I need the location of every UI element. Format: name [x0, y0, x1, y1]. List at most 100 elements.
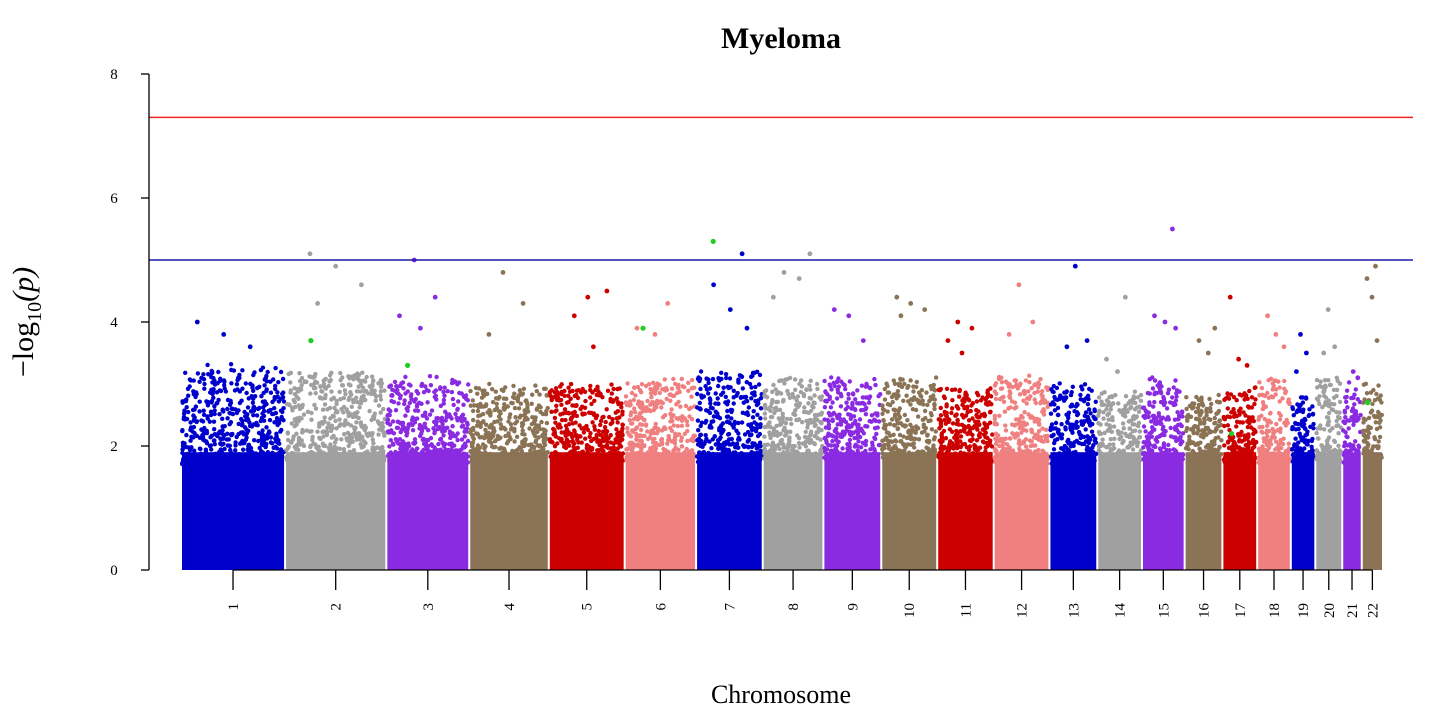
snp-point: [268, 379, 273, 384]
snp-point: [225, 443, 230, 448]
snp-point: [1044, 454, 1050, 459]
snp-point: [340, 459, 346, 465]
snp-point: [358, 389, 363, 394]
snp-point: [613, 410, 618, 415]
snp-point: [321, 434, 326, 439]
snp-point: [602, 425, 608, 430]
snp-point: [562, 444, 567, 449]
snp-point: [642, 417, 647, 423]
snp-point: [698, 423, 703, 429]
snp-point: [507, 454, 512, 460]
snp-point: [649, 460, 654, 466]
snp-point: [301, 457, 306, 462]
snp-point: [742, 432, 748, 437]
snp-point: [987, 460, 992, 465]
snp-point: [750, 441, 755, 446]
snp-point: [963, 392, 968, 397]
snp-point: [206, 459, 211, 464]
snp-point: [1164, 406, 1170, 411]
snp-point: [540, 446, 545, 451]
snp-point: [347, 374, 352, 379]
snp-point: [571, 313, 577, 319]
snp-point: [631, 397, 637, 403]
snp-point: [456, 399, 461, 404]
snp-point: [369, 457, 375, 462]
snp-point: [298, 456, 303, 462]
snp-point: [825, 452, 830, 457]
snp-point: [686, 380, 691, 385]
snp-point: [554, 403, 559, 408]
snp-point: [644, 454, 649, 459]
snp-point: [275, 422, 280, 428]
snp-point: [773, 387, 778, 392]
snp-point: [1157, 459, 1163, 465]
snp-point: [1172, 417, 1178, 422]
snp-point: [288, 380, 293, 385]
snp-point: [988, 394, 994, 399]
snp-point: [873, 436, 878, 442]
snp-point: [579, 426, 584, 431]
snp-point: [770, 398, 775, 403]
snp-point: [993, 441, 999, 446]
snp-point: [755, 369, 760, 374]
snp-point: [793, 387, 798, 392]
snp-point: [1003, 428, 1009, 433]
snp-point: [994, 453, 999, 459]
snp-point: [966, 423, 971, 429]
snp-point: [845, 442, 850, 447]
snp-point: [1122, 294, 1128, 300]
snp-point: [519, 448, 524, 454]
snp-point: [953, 451, 958, 456]
snp-point: [254, 413, 260, 418]
snp-point: [1065, 450, 1071, 455]
snp-point: [211, 419, 217, 424]
snp-point: [1022, 422, 1028, 428]
snp-point: [813, 459, 818, 465]
snp-point: [630, 444, 635, 449]
snp-point: [611, 386, 616, 392]
snp-point: [1154, 415, 1159, 420]
snp-point: [884, 381, 889, 386]
snp-point: [1018, 381, 1023, 386]
snp-point: [949, 387, 955, 393]
snp-point: [1082, 382, 1088, 387]
snp-point: [185, 451, 190, 457]
snp-point: [850, 402, 855, 407]
snp-point: [436, 441, 441, 447]
snp-point: [296, 438, 302, 443]
snp-point: [454, 452, 460, 457]
snp-point: [909, 436, 914, 441]
snp-point: [313, 406, 319, 411]
snp-point: [259, 394, 264, 399]
snp-point: [573, 432, 579, 437]
snp-point: [795, 450, 800, 455]
snp-point: [487, 457, 493, 462]
snp-point: [468, 388, 473, 394]
snp-point: [789, 447, 795, 453]
snp-point: [719, 370, 724, 375]
snp-point: [327, 379, 332, 384]
snp-point: [839, 394, 844, 399]
snp-point: [347, 454, 353, 459]
snp-point: [695, 391, 700, 397]
snp-point: [1153, 420, 1158, 425]
snp-point: [394, 425, 400, 430]
snp-point: [396, 453, 402, 458]
snp-point: [850, 431, 856, 436]
snp-point: [1104, 398, 1110, 403]
snp-point: [337, 423, 342, 428]
snp-point: [897, 432, 903, 438]
snp-point: [723, 400, 728, 405]
snp-point: [300, 430, 305, 435]
snp-point: [369, 461, 374, 466]
chromosome-6-points: [623, 301, 697, 570]
snp-point: [1145, 451, 1151, 456]
snp-point: [448, 435, 453, 441]
snp-point: [432, 294, 438, 300]
snp-point: [354, 395, 359, 400]
snp-point: [367, 408, 372, 414]
snp-point: [866, 400, 872, 405]
snp-point: [739, 251, 745, 257]
snp-point: [397, 313, 402, 319]
